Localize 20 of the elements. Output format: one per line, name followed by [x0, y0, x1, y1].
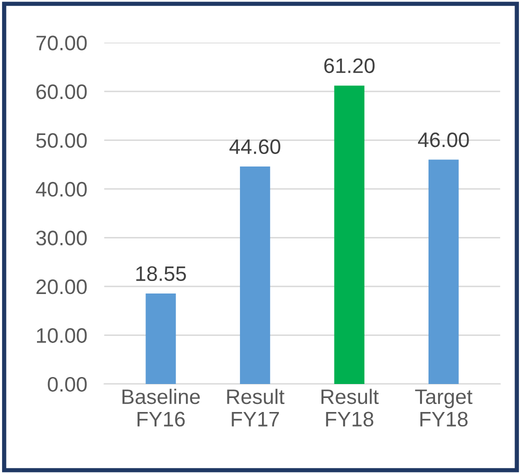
data-label: 61.20 [324, 58, 375, 74]
y-tick-label: 20.00 [36, 279, 87, 294]
y-tick-label: 10.00 [36, 328, 87, 343]
x-tick-label: Baseline FY16 [122, 388, 200, 427]
y-tick-label: 0.00 [48, 376, 87, 392]
data-label: 44.60 [229, 139, 280, 154]
y-tick-label: 60.00 [36, 84, 87, 100]
y-tick-label: 40.00 [36, 182, 87, 197]
bar [146, 294, 176, 384]
x-tick-label: Target FY18 [415, 390, 472, 427]
data-label: 46.00 [418, 132, 469, 148]
data-label: 18.55 [136, 266, 186, 282]
bar [240, 166, 270, 384]
y-tick-label: 30.00 [36, 230, 87, 246]
x-tick-label: Result FY18 [322, 388, 379, 427]
x-tick-label: Result FY17 [227, 388, 284, 426]
bar [428, 160, 459, 384]
bar [334, 86, 364, 384]
y-tick-label: 70.00 [36, 36, 87, 50]
y-tick-label: 50.00 [36, 133, 87, 148]
